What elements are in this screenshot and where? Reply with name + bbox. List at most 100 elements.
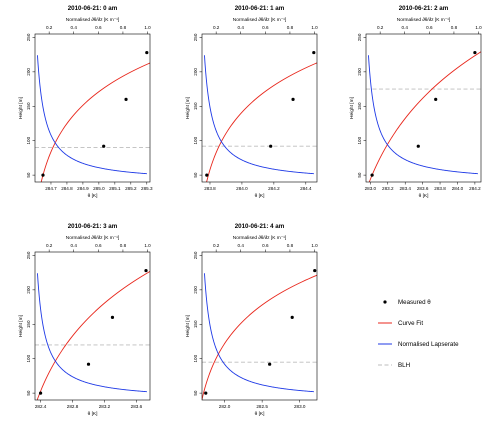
- lapse-rate-line: [204, 273, 314, 393]
- bottom-tick-label: 282.4: [35, 404, 47, 409]
- curve-fit-line: [36, 270, 150, 400]
- left-tick-label: 250: [193, 251, 198, 259]
- top-tick-label: 0.6: [95, 25, 102, 30]
- left-tick-label: 100: [26, 136, 31, 144]
- top-tick-label: 0.2: [213, 25, 220, 30]
- lapse-rate-line: [368, 55, 478, 175]
- bottom-tick-label: 285.0: [93, 186, 105, 191]
- measured-point: [370, 173, 374, 177]
- panel-4: 2010-06-21: 4 am 0.2 0.4 0.6 0.8 1.0 Normalise…: [185, 223, 318, 417]
- measured-point: [416, 144, 420, 148]
- bottom-tick-label: 282.8: [67, 404, 79, 409]
- bottom-tick-label: 283.0: [294, 404, 306, 409]
- legend-point-marker: [383, 300, 387, 304]
- left-tick-label: 50: [26, 390, 31, 396]
- top-axis-label: Normalised ∂θ/∂z [K m⁻¹]: [233, 235, 286, 241]
- curve-fit-line: [202, 274, 317, 400]
- left-tick-label: 100: [26, 354, 31, 362]
- panel-title: 2010-06-21: 4 am: [235, 223, 285, 230]
- legend-lapse-label: Normalised Lapserate: [398, 341, 459, 348]
- bottom-tick-label: 282.5: [256, 404, 268, 409]
- left-tick-label: 150: [357, 102, 362, 110]
- measured-point: [38, 391, 43, 395]
- bottom-axis-label: θ [K]: [88, 193, 98, 199]
- bottom-tick-label: 284.0: [236, 186, 248, 191]
- plot-frame: [34, 33, 151, 183]
- bottom-axis-label: θ [K]: [255, 193, 265, 199]
- top-axis-label: Normalised ∂θ/∂z [K m⁻¹]: [66, 235, 119, 241]
- legend-fit-label: Curve Fit: [398, 320, 423, 327]
- plot-area: [202, 273, 317, 400]
- curve-fit-line: [368, 51, 481, 182]
- measured-point: [144, 268, 148, 273]
- bottom-tick-label: 285.3: [141, 186, 153, 191]
- bottom-tick-label: 285.2: [125, 186, 137, 191]
- curve-fit-line: [40, 62, 150, 182]
- panel-title: 2010-06-21: 2 am: [399, 5, 449, 12]
- bottom-tick-label: 284.4: [300, 186, 312, 191]
- plot-area: [366, 51, 481, 182]
- plot-area: [202, 55, 317, 182]
- measured-point: [291, 97, 295, 101]
- bottom-tick-label: 283.2: [99, 404, 111, 409]
- top-tick-label: 0.4: [402, 25, 409, 30]
- top-tick-label: 0.6: [262, 243, 269, 248]
- measured-point: [124, 97, 128, 101]
- panel-3: 2010-06-21: 3 am 0.2 0.4 0.6 0.8 1.0 Normalise…: [18, 223, 151, 417]
- plot-frame: [201, 33, 318, 183]
- top-axis-label: Normalised ∂θ/∂z [K m⁻¹]: [66, 17, 119, 23]
- plot-frame: [365, 33, 482, 183]
- left-tick-label: 250: [26, 33, 31, 41]
- left-axis-label: Height [m]: [349, 97, 355, 119]
- bottom-tick-label: 284.2: [268, 186, 280, 191]
- top-tick-label: 0.4: [71, 25, 78, 30]
- measured-point: [313, 268, 317, 273]
- bottom-tick-label: 283.8: [434, 186, 446, 191]
- bottom-tick-label: 283.6: [131, 404, 143, 409]
- top-tick-label: 0.4: [238, 25, 245, 30]
- bottom-axis-label: θ [K]: [255, 411, 265, 417]
- legend: Measured θ Curve Fit Normalised Lapserate B…: [378, 299, 459, 369]
- left-tick-label: 200: [357, 68, 362, 76]
- left-tick-label: 150: [26, 320, 31, 328]
- bottom-tick-label: 284.9: [77, 186, 89, 191]
- top-tick-label: 0.8: [287, 25, 294, 30]
- measured-point: [473, 50, 477, 55]
- measured-point: [86, 362, 91, 366]
- left-tick-label: 250: [357, 33, 362, 41]
- bottom-tick-label: 283.8: [204, 186, 216, 191]
- top-axis-label: Normalised ∂θ/∂z [K m⁻¹]: [233, 17, 286, 23]
- left-tick-label: 200: [193, 286, 198, 294]
- top-tick-label: 0.2: [213, 243, 220, 248]
- left-tick-label: 200: [26, 286, 31, 294]
- top-tick-label: 0.2: [46, 25, 53, 30]
- bottom-tick-label: 283.6: [417, 186, 429, 191]
- top-tick-label: 0.8: [451, 25, 458, 30]
- left-tick-label: 50: [193, 390, 198, 396]
- plot-frame: [201, 251, 318, 401]
- measured-point: [205, 173, 209, 177]
- measured-point: [312, 50, 316, 55]
- panel-2: 2010-06-21: 2 am 0.2 0.4 0.6 0.8 1.0 Normalise…: [349, 5, 482, 199]
- bottom-tick-label: 285.1: [109, 186, 121, 191]
- left-tick-label: 200: [26, 68, 31, 76]
- left-tick-label: 200: [193, 68, 198, 76]
- left-axis-label: Height [m]: [18, 97, 24, 119]
- measured-point: [41, 173, 45, 177]
- left-tick-label: 150: [26, 102, 31, 110]
- measured-point: [102, 144, 106, 148]
- top-tick-label: 0.4: [71, 243, 78, 248]
- bottom-tick-label: 283.2: [382, 186, 394, 191]
- top-tick-label: 0.8: [120, 25, 127, 30]
- top-tick-label: 0.6: [95, 243, 102, 248]
- top-tick-label: 1.0: [144, 25, 151, 30]
- panel-title: 2010-06-21: 3 am: [68, 223, 118, 230]
- bottom-tick-label: 284.0: [452, 186, 464, 191]
- left-tick-label: 50: [193, 172, 198, 178]
- measured-point: [290, 315, 294, 319]
- bottom-tick-label: 283.0: [365, 186, 377, 191]
- left-axis-label: Height [m]: [18, 315, 24, 337]
- top-axis-label: Normalised ∂θ/∂z [K m⁻¹]: [397, 17, 450, 23]
- left-tick-label: 250: [193, 33, 198, 41]
- left-tick-label: 100: [193, 136, 198, 144]
